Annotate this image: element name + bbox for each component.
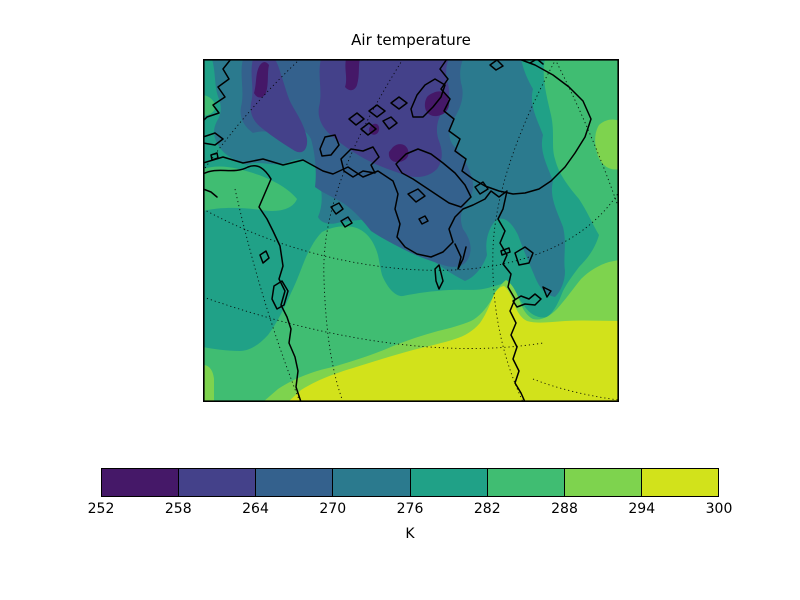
island <box>368 104 386 118</box>
island <box>390 96 408 110</box>
graticule-line <box>203 59 301 172</box>
island-vancouver <box>271 280 289 310</box>
great-lakes <box>542 286 552 298</box>
island <box>382 116 398 130</box>
colorbar-segment <box>256 469 334 496</box>
island-anticosti <box>500 247 511 256</box>
contour-band-252-258 <box>345 59 360 91</box>
colorbar-segment <box>641 469 718 496</box>
contour-band-282-288 <box>203 95 216 116</box>
graticule-line <box>532 378 619 401</box>
lake-great-bear <box>330 202 344 215</box>
colorbar-segment <box>410 469 488 496</box>
colorbar-tick-label: 258 <box>164 501 192 517</box>
graticule-line <box>554 59 619 210</box>
colorbar-tick-label: 264 <box>242 501 269 517</box>
plot-frame <box>203 59 619 402</box>
colorbar-tick-label: 270 <box>319 501 347 517</box>
island-baffin <box>395 148 472 208</box>
lake-great-slave <box>340 216 353 228</box>
colorbar-segment <box>102 469 180 496</box>
graticule-line <box>203 296 544 349</box>
colorbar-tick-label: 300 <box>705 501 733 517</box>
coastline-james-bay <box>454 243 467 270</box>
colorbar-tick-label: 288 <box>551 501 578 517</box>
colorbar-segment <box>179 469 257 496</box>
island-victoria <box>340 146 380 178</box>
colorbar-tick-label: 252 <box>87 501 115 517</box>
coastline-pacific <box>203 165 302 402</box>
graticule-line <box>492 59 557 402</box>
contour-band-288-294 <box>595 119 619 170</box>
island <box>360 122 377 136</box>
contour-band-282-288 <box>203 166 297 211</box>
contour-map <box>203 59 619 402</box>
great-lakes <box>512 293 542 308</box>
coastline-alaska-peninsula <box>203 188 218 198</box>
map-plot-area <box>203 59 619 402</box>
coastline-alaska <box>203 59 232 122</box>
island-southampton <box>407 188 426 203</box>
contour-band-252-258 <box>388 144 409 163</box>
colorbar-tick-label: 294 <box>628 501 656 517</box>
colorbar-segment <box>564 469 642 496</box>
contour-band-252-258 <box>254 62 269 98</box>
coastline-fragment <box>529 59 544 65</box>
colorbar-segment <box>487 469 565 496</box>
island <box>348 112 365 126</box>
lake-winnipeg <box>434 264 444 290</box>
colorbar-unit-label: K <box>405 526 415 542</box>
colorbar-tick-labels: 252 258 264 270 276 282 288 294 300 <box>88 501 733 519</box>
coastline-greenland <box>439 59 592 195</box>
colorbar-segment <box>333 469 411 496</box>
colorbar <box>101 468 719 497</box>
plot-title: Air temperature <box>351 31 471 49</box>
contour-band-288-294 <box>203 365 214 402</box>
contour-band-294-300 <box>288 286 619 402</box>
island <box>418 215 429 225</box>
island-newfoundland <box>514 246 534 266</box>
colorbar-tick-label: 276 <box>396 501 424 517</box>
colorbar-tick-label: 282 <box>473 501 501 517</box>
island <box>259 250 270 264</box>
island-svalbard <box>489 59 504 71</box>
island-banks <box>319 134 340 157</box>
coastline-seward-peninsula <box>203 132 224 146</box>
